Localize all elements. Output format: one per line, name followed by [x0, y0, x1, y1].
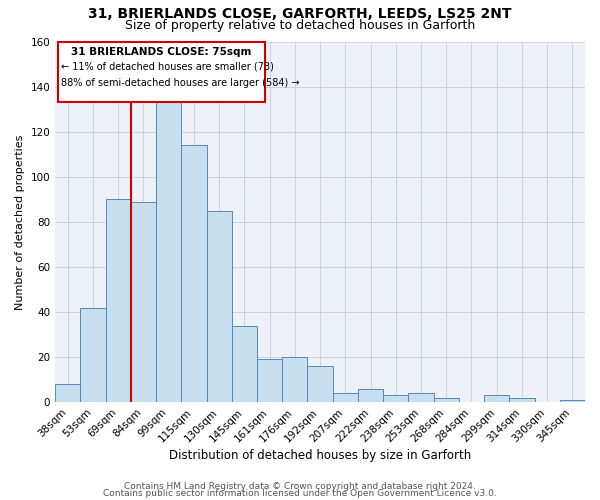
Bar	[131, 202, 156, 402]
Y-axis label: Number of detached properties: Number of detached properties	[15, 134, 25, 310]
Bar	[307, 366, 332, 402]
Bar	[409, 393, 434, 402]
Bar	[484, 396, 509, 402]
Text: Contains public sector information licensed under the Open Government Licence v3: Contains public sector information licen…	[103, 489, 497, 498]
Bar	[560, 400, 585, 402]
Bar	[434, 398, 459, 402]
Bar	[282, 357, 307, 402]
Bar	[55, 384, 80, 402]
Bar	[358, 388, 383, 402]
Bar	[332, 393, 358, 402]
Bar	[232, 326, 257, 402]
Text: Contains HM Land Registry data © Crown copyright and database right 2024.: Contains HM Land Registry data © Crown c…	[124, 482, 476, 491]
Bar	[206, 210, 232, 402]
Bar	[106, 200, 131, 402]
Text: Size of property relative to detached houses in Garforth: Size of property relative to detached ho…	[125, 19, 475, 32]
Bar	[257, 360, 282, 402]
Text: 31 BRIERLANDS CLOSE: 75sqm: 31 BRIERLANDS CLOSE: 75sqm	[71, 47, 251, 57]
Text: ← 11% of detached houses are smaller (73): ← 11% of detached houses are smaller (73…	[61, 62, 274, 72]
Bar	[509, 398, 535, 402]
Bar	[383, 396, 409, 402]
Bar	[181, 145, 206, 402]
Text: 88% of semi-detached houses are larger (584) →: 88% of semi-detached houses are larger (…	[61, 78, 300, 88]
Bar	[156, 102, 181, 402]
Bar	[80, 308, 106, 402]
Text: 31, BRIERLANDS CLOSE, GARFORTH, LEEDS, LS25 2NT: 31, BRIERLANDS CLOSE, GARFORTH, LEEDS, L…	[88, 8, 512, 22]
X-axis label: Distribution of detached houses by size in Garforth: Distribution of detached houses by size …	[169, 450, 471, 462]
FancyBboxPatch shape	[58, 42, 265, 102]
